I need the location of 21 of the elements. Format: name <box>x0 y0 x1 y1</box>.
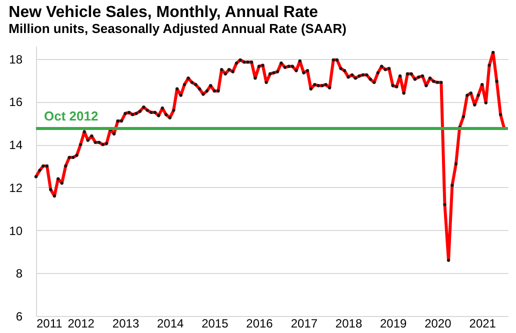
x-tick-label: 2020 <box>424 316 452 330</box>
y-tick-label: 6 <box>16 310 23 324</box>
ref-line-label: Oct 2012 <box>44 108 98 124</box>
chart-subtitle: Million units, Seasonally Adjusted Annual Rate (SAAR) <box>8 21 346 36</box>
x-tick-label: 2012 <box>68 316 95 330</box>
x-tick-label: 2015 <box>202 316 229 330</box>
x-tick-label: 2021 <box>469 316 496 330</box>
x-tick-label: 2017 <box>290 316 318 330</box>
y-tick-label: 16 <box>9 95 23 110</box>
y-tick-label: 10 <box>9 224 23 238</box>
x-tick-label: 2019 <box>380 316 408 330</box>
x-tick-label: 2013 <box>112 316 140 330</box>
y-tick-label: 12 <box>9 180 23 195</box>
x-tick-label: 2016 <box>246 316 274 330</box>
x-tick-label: 2014 <box>156 316 184 330</box>
y-tick-label: 14 <box>9 138 23 152</box>
chart-title: New Vehicle Sales, Monthly, Annual Rate <box>8 4 318 21</box>
x-tick-label: 2018 <box>335 316 362 330</box>
y-tick-label: 8 <box>16 266 23 281</box>
x-tick-label: 2011 <box>36 316 63 330</box>
y-tick-label: 18 <box>9 52 23 66</box>
